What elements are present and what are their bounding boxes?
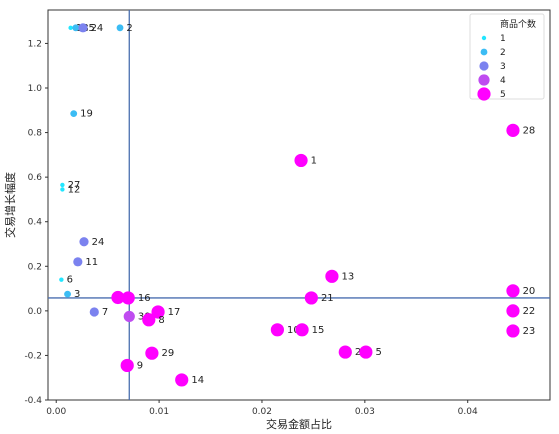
legend-entry-label: 5: [500, 90, 506, 100]
legend-entry-label: 1: [500, 34, 506, 44]
data-point-label: 16: [138, 293, 151, 304]
data-point: [359, 345, 373, 359]
data-point: [70, 110, 78, 118]
x-tick-label: 0.02: [252, 407, 272, 417]
data-point-label: 27: [68, 180, 81, 191]
data-point: [123, 310, 135, 323]
data-point-label: 19: [80, 109, 93, 120]
data-point-label: 22: [523, 306, 536, 317]
data-point: [145, 346, 159, 360]
data-point-label: 2: [126, 23, 132, 34]
data-point: [175, 373, 189, 387]
data-point: [142, 313, 156, 327]
data-point-label: 28: [523, 125, 536, 136]
x-tick-label: 0.00: [46, 407, 66, 417]
y-tick-label: 0.8: [28, 129, 43, 139]
x-tick-label: 0.01: [149, 407, 169, 417]
legend-marker: [480, 48, 488, 56]
data-point-label: 13: [342, 271, 355, 282]
data-point: [121, 291, 135, 305]
data-point: [79, 237, 89, 247]
data-point: [89, 307, 99, 317]
data-point: [111, 290, 125, 305]
data-point-label: 8: [158, 315, 164, 326]
data-point-label: 3: [74, 289, 80, 300]
legend-entry-label: 2: [500, 48, 506, 58]
y-tick-label: 1.0: [28, 84, 43, 94]
data-point: [506, 304, 520, 318]
y-axis-label: 交易增长幅度: [3, 172, 17, 238]
data-point-label: 20: [523, 286, 536, 297]
data-point-label: 14: [191, 375, 204, 386]
data-point: [78, 23, 88, 33]
y-tick-label: 0.4: [28, 218, 43, 228]
data-point-label: 10: [287, 325, 300, 336]
x-axis-label: 交易金额占比: [266, 417, 332, 431]
data-point-label: 24: [91, 23, 104, 34]
data-point: [294, 153, 308, 168]
y-tick-label: -0.2: [24, 351, 42, 361]
y-tick-label: 0.2: [28, 262, 42, 272]
data-point-label: 12: [68, 184, 81, 195]
data-point-label: 23: [523, 326, 536, 337]
legend-title: 商品个数: [500, 18, 536, 30]
data-point: [116, 24, 124, 32]
legend-marker: [481, 35, 487, 41]
data-point: [325, 269, 339, 283]
data-point: [73, 257, 83, 267]
data-point: [506, 284, 520, 298]
data-point: [60, 182, 65, 188]
data-point: [506, 123, 520, 137]
data-point-label: 6: [67, 275, 73, 286]
data-point-label: 7: [102, 307, 108, 318]
legend-marker: [479, 61, 489, 71]
legend-entry-label: 4: [500, 76, 506, 86]
data-point-label: 17: [168, 307, 181, 318]
legend: 商品个数 1 2 3 4 5: [469, 13, 545, 101]
x-tick-label: 0.04: [458, 407, 478, 417]
data-point-label: 15: [312, 325, 325, 336]
y-tick-label: 0.6: [28, 173, 43, 183]
y-tick-label: 1.2: [28, 39, 42, 49]
data-point-label: 11: [85, 257, 98, 268]
x-tick-label: 0.03: [355, 407, 375, 417]
data-point-label: 9: [137, 360, 143, 371]
data-point-label: 1: [311, 155, 317, 166]
data-point-label: 5: [375, 347, 381, 358]
data-point-label: 25: [82, 23, 95, 34]
data-point-label: 21: [321, 293, 334, 304]
data-point: [72, 24, 80, 32]
data-point: [506, 324, 520, 338]
data-point: [64, 290, 71, 298]
data-point: [120, 358, 134, 373]
legend-entry-label: 3: [500, 62, 506, 72]
data-point-label: 24: [92, 237, 105, 248]
legend-marker: [478, 74, 490, 86]
data-point: [68, 25, 73, 31]
data-point: [295, 323, 309, 337]
legend-marker: [477, 87, 491, 101]
data-point-label: 29: [161, 348, 174, 359]
y-tick-label: -0.4: [24, 396, 42, 406]
data-point: [304, 291, 318, 305]
y-tick-label: 0.0: [28, 307, 43, 317]
data-point: [270, 323, 284, 337]
data-point: [60, 187, 65, 192]
data-point: [151, 305, 165, 319]
data-point: [59, 277, 64, 282]
data-point: [338, 345, 352, 359]
